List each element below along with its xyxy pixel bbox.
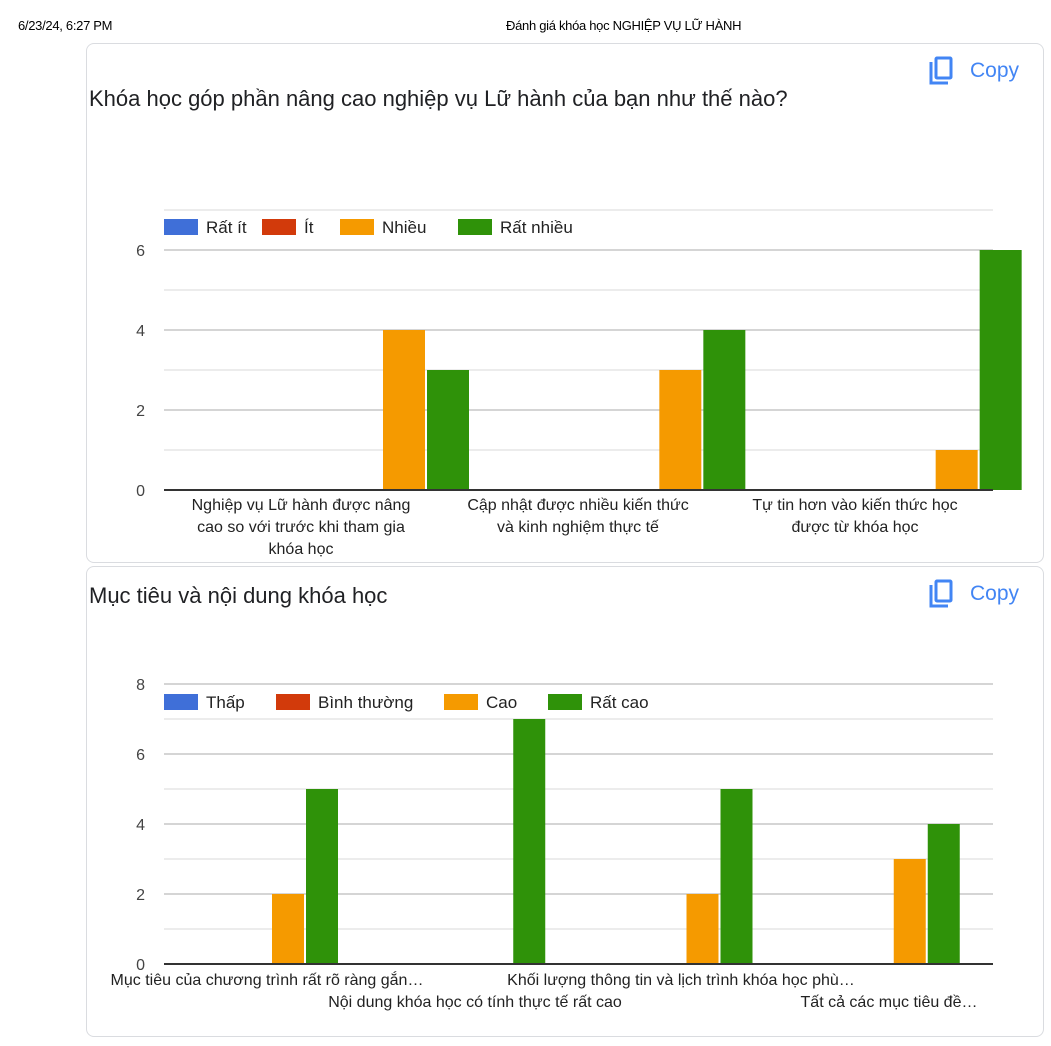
legend-swatch bbox=[340, 219, 374, 235]
y-tick-label: 0 bbox=[136, 957, 145, 974]
y-tick-label: 6 bbox=[136, 243, 145, 260]
legend-swatch bbox=[276, 694, 310, 710]
legend-label: Rất nhiều bbox=[500, 218, 573, 237]
legend-item: Cao bbox=[444, 693, 517, 712]
bar bbox=[935, 450, 978, 490]
legend-swatch bbox=[164, 219, 198, 235]
bar bbox=[272, 894, 304, 964]
bar-chart: 0 2 4 6 8 Thấp Bình thường Cao Rất cao Mục tiêu c… bbox=[111, 677, 993, 1011]
bar bbox=[703, 330, 746, 490]
legend-label: Ít bbox=[304, 218, 314, 237]
x-category-label: Tất cả các mục tiêu đề… bbox=[801, 994, 978, 1011]
legend-label: Rất cao bbox=[590, 693, 649, 712]
x-category-label: Nghiệp vụ Lữ hành được nâng bbox=[192, 497, 411, 514]
legend-swatch bbox=[444, 694, 478, 710]
bar bbox=[927, 824, 960, 964]
y-tick-label: 6 bbox=[136, 747, 145, 764]
x-category-label: Mục tiêu của chương trình rất rõ ràng gắ… bbox=[111, 970, 424, 989]
legend-item: Rất cao bbox=[548, 693, 649, 712]
x-category-label: cao so với trước khi tham gia bbox=[197, 519, 405, 536]
bar bbox=[306, 789, 338, 964]
copy-icon bbox=[929, 56, 953, 85]
y-tick-label: 8 bbox=[136, 677, 145, 694]
print-date: 6/23/24, 6:27 PM bbox=[18, 18, 113, 33]
x-category-label: khóa học bbox=[269, 541, 334, 558]
legend-item: Ít bbox=[262, 218, 314, 237]
copy-button[interactable]: Copy bbox=[928, 56, 1019, 86]
bar bbox=[720, 789, 753, 964]
legend-label: Thấp bbox=[206, 693, 245, 712]
legend-item: Rất ít bbox=[164, 218, 247, 237]
chart-title: Khóa học góp phần nâng cao nghiệp vụ Lữ … bbox=[89, 86, 788, 111]
bar bbox=[659, 370, 702, 490]
bar bbox=[427, 370, 469, 490]
x-category-label: được từ khóa học bbox=[791, 519, 918, 536]
legend-swatch bbox=[548, 694, 582, 710]
legend-swatch bbox=[458, 219, 492, 235]
bar-chart: 0 2 4 6 Rất ít Ít Nhiều Rất nhiều Nghiệp vụ Lữ h… bbox=[136, 209, 1022, 558]
copy-icon bbox=[929, 579, 953, 608]
legend-label: Rất ít bbox=[206, 218, 247, 237]
legend-label: Bình thường bbox=[318, 693, 413, 712]
bar bbox=[893, 859, 926, 964]
x-category-label: và kinh nghiệm thực tế bbox=[497, 519, 659, 536]
y-tick-label: 2 bbox=[136, 403, 145, 420]
x-category-label: Khối lượng thông tin và lịch trình khóa … bbox=[507, 972, 855, 989]
legend-label: Nhiều bbox=[382, 218, 426, 237]
legend-label: Cao bbox=[486, 693, 517, 712]
copy-button[interactable]: Copy bbox=[928, 579, 1019, 609]
y-tick-label: 4 bbox=[136, 323, 145, 340]
bar bbox=[686, 894, 719, 964]
bar bbox=[383, 330, 425, 490]
chart-card-1: Khóa học góp phần nâng cao nghiệp vụ Lữ … bbox=[86, 43, 1044, 563]
legend-swatch bbox=[262, 219, 296, 235]
copy-label: Copy bbox=[969, 59, 1019, 82]
legend-item: Nhiều bbox=[340, 218, 426, 237]
bar bbox=[979, 250, 1022, 490]
legend-item: Thấp bbox=[164, 693, 245, 712]
chart-card-2: Mục tiêu và nội dung khóa học Copy 0 2 4 6 8… bbox=[86, 566, 1044, 1037]
x-category-label: Tự tin hơn vào kiến thức học bbox=[752, 497, 957, 514]
document-title: Đánh giá khóa học NGHIỆP VỤ LỮ HÀNH bbox=[506, 18, 742, 33]
legend-item: Rất nhiều bbox=[458, 218, 573, 237]
x-category-label: Nội dung khóa học có tính thực tế rất ca… bbox=[328, 994, 622, 1011]
y-tick-label: 4 bbox=[136, 817, 145, 834]
legend-item: Bình thường bbox=[276, 693, 413, 712]
y-tick-label: 0 bbox=[136, 483, 145, 500]
x-category-label: Cập nhật được nhiều kiến thức bbox=[467, 497, 688, 514]
legend-swatch bbox=[164, 694, 198, 710]
bar bbox=[513, 719, 546, 964]
chart-title: Mục tiêu và nội dung khóa học bbox=[89, 583, 388, 608]
y-tick-label: 2 bbox=[136, 887, 145, 904]
copy-label: Copy bbox=[969, 582, 1019, 605]
